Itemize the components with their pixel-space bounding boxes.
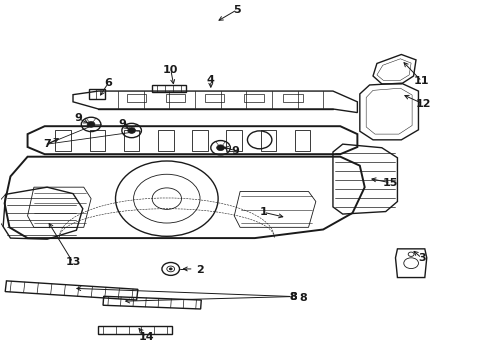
Text: 8: 8: [289, 292, 297, 302]
Text: 2: 2: [196, 265, 204, 275]
Circle shape: [87, 122, 95, 127]
Bar: [261, 130, 276, 150]
Circle shape: [128, 128, 136, 134]
Bar: [205, 94, 224, 102]
Text: 10: 10: [163, 64, 178, 75]
Bar: [295, 130, 311, 150]
Text: 14: 14: [139, 332, 154, 342]
Text: 5: 5: [233, 5, 241, 15]
Text: 7: 7: [43, 139, 51, 149]
Text: 9: 9: [231, 145, 239, 156]
Bar: [55, 130, 71, 150]
Circle shape: [217, 145, 224, 150]
Text: 12: 12: [416, 99, 431, 109]
Bar: [283, 94, 303, 102]
Bar: [124, 130, 140, 150]
Bar: [90, 130, 105, 150]
Bar: [158, 130, 173, 150]
Bar: [244, 94, 264, 102]
Text: 3: 3: [418, 253, 426, 263]
Text: 9: 9: [74, 113, 82, 123]
Text: 6: 6: [104, 78, 112, 88]
Bar: [166, 94, 185, 102]
Text: 8: 8: [300, 293, 308, 303]
Circle shape: [169, 268, 172, 270]
Text: 4: 4: [207, 75, 215, 85]
Text: 15: 15: [383, 178, 398, 188]
Text: 1: 1: [260, 207, 268, 217]
Text: 8: 8: [289, 292, 297, 302]
Text: 9: 9: [118, 120, 126, 129]
Bar: [127, 94, 147, 102]
Text: 13: 13: [65, 257, 81, 267]
Bar: [192, 130, 208, 150]
Bar: [226, 130, 242, 150]
Text: 11: 11: [414, 76, 430, 86]
